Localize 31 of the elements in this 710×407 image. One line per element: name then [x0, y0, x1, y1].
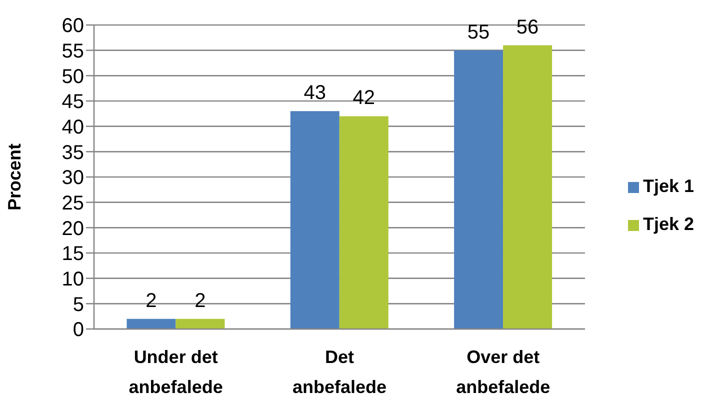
bar — [290, 111, 340, 329]
x-tick-label: Over det anbefalede — [456, 347, 550, 397]
y-tick-label: 0 — [72, 319, 84, 342]
y-tick-label: 25 — [62, 192, 84, 214]
bar — [339, 116, 388, 329]
y-tick-label: 60 — [62, 15, 84, 38]
y-tick-label: 55 — [62, 40, 84, 62]
y-tick-label: 30 — [62, 167, 84, 190]
data-label: 56 — [516, 16, 539, 38]
data-label: 42 — [352, 87, 376, 110]
y-tick-label: 10 — [62, 268, 84, 290]
y-tick-label: 35 — [62, 142, 84, 164]
y-axis-title: Procent — [4, 143, 24, 211]
y-tick-label: 5 — [72, 294, 84, 316]
y-tick-label: 20 — [62, 218, 84, 240]
data-label: 55 — [467, 21, 490, 44]
y-tick-label: 50 — [62, 66, 84, 88]
bar — [176, 318, 225, 329]
y-tick-label: 40 — [62, 116, 84, 138]
legend-label: Tjek 2 — [642, 214, 694, 234]
x-tick-label: Under det anbefalede — [128, 347, 223, 397]
bar — [454, 50, 504, 329]
y-tick-label: 15 — [62, 243, 84, 266]
bar — [503, 45, 552, 329]
data-label: 43 — [304, 82, 326, 104]
y-tick-label: 45 — [62, 91, 84, 114]
data-label: 2 — [146, 290, 157, 312]
x-tick-label: Det anbefalede — [292, 347, 387, 397]
data-label: 2 — [194, 290, 206, 312]
bar — [126, 318, 176, 329]
legend-label: Tjek 1 — [642, 176, 694, 196]
